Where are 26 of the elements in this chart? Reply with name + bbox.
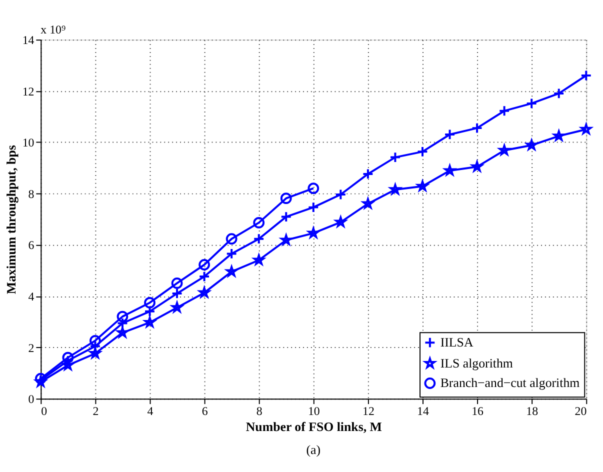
legend-label: Branch−and−cut algorithm: [440, 376, 580, 390]
y-tick-label: 14: [22, 33, 34, 48]
x-axis-title: Number of FSO links, M: [246, 420, 382, 434]
legend-label: ILS algorithm: [440, 356, 513, 370]
x-tick-label: 8: [256, 404, 262, 418]
x-tick-label: 2: [92, 404, 99, 418]
x-tick-label: 18: [526, 404, 538, 418]
y-tick-label: 8: [28, 186, 34, 201]
y-tick-label: 0: [28, 392, 34, 406]
y-tick-label: 12: [22, 84, 34, 98]
y-tick-label: 6: [28, 238, 34, 252]
x-tick-label: 14: [417, 404, 429, 418]
x-tick-label: 12: [362, 404, 374, 418]
y-axis-title: Maximum throughput, bps: [4, 145, 18, 294]
y-tick-label: 2: [28, 340, 34, 355]
legend-label: IILSA: [440, 336, 474, 350]
y-tick-label: 10: [22, 136, 34, 150]
x-tick-label: 10: [308, 404, 320, 418]
x-tick-label: 4: [147, 404, 154, 418]
x-tick-label: 16: [472, 404, 484, 418]
x-tick-label: 20: [574, 404, 587, 418]
x-tick-label: 6: [202, 404, 208, 418]
y-tick-label: 4: [28, 290, 34, 304]
text: x 10⁹: [40, 22, 66, 37]
x-tick-label: 0: [41, 404, 48, 418]
text: (a): [306, 443, 321, 458]
